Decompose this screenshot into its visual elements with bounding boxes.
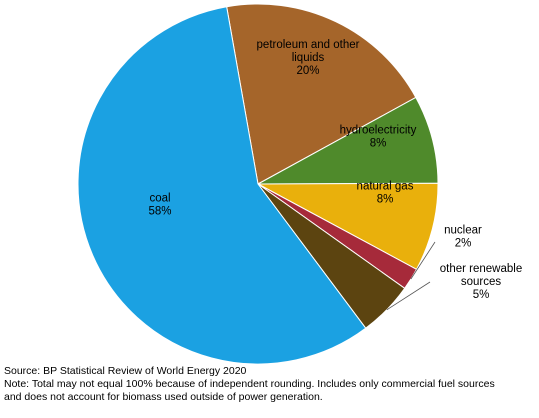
- leader-line-other-renewables: [386, 281, 431, 311]
- slice-label-petroleum: petroleum and other liquids 20%: [257, 39, 360, 77]
- chart-footer: Source: BP Statistical Review of World E…: [4, 365, 495, 404]
- pie-slice-natural-gas: [257, 182, 439, 270]
- slice-label-hydroelectricity: hydroelectricity 8%: [340, 125, 417, 150]
- slice-label-coal: coal 58%: [148, 193, 171, 218]
- pie-slice-petroleum: [226, 3, 417, 185]
- note-line-2: and does not account for biomass used ou…: [4, 391, 323, 403]
- note-line-1: Note: Total may not equal 100% because o…: [4, 378, 495, 390]
- pie-slice-coal: [77, 6, 367, 365]
- pie-slice-hydroelectricity: [257, 96, 439, 185]
- pie-chart: coal 58% petroleum and other liquids 20% hydr…: [77, 3, 522, 365]
- slice-label-other-renewables: other renewable sources 5%: [440, 263, 522, 301]
- leader-line-nuclear: [410, 241, 436, 280]
- source-note: Source: BP Statistical Review of World E…: [4, 365, 247, 377]
- slice-label-nuclear: nuclear 2%: [444, 225, 482, 250]
- slice-label-natural-gas: natural gas 8%: [357, 181, 414, 206]
